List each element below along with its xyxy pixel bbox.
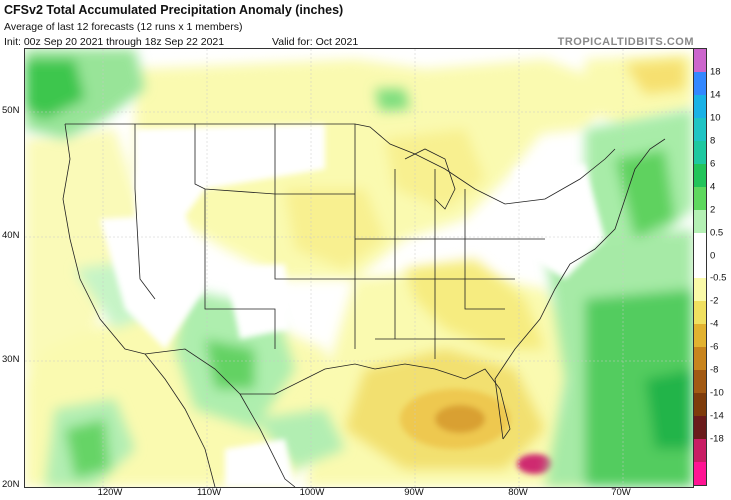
colorbar-segment [694, 301, 706, 325]
map-subtitle: Average of last 12 forecasts (12 runs x … [4, 21, 243, 33]
colorbar-segment [694, 117, 706, 141]
colorbar-label: -4 [710, 318, 719, 330]
colorbar-segment [694, 324, 706, 348]
brand-watermark: TROPICALTIDBITS.COM [557, 36, 694, 48]
colorbar-segment [694, 140, 706, 164]
lat-label-30n: 30N [2, 354, 20, 365]
colorbar-label: -2 [710, 295, 719, 307]
colorbar-segment [694, 186, 706, 210]
map-graticule [25, 49, 693, 487]
lat-label-40n: 40N [2, 230, 20, 241]
chart-header: CFSv2 Total Accumulated Precipitation An… [4, 2, 704, 48]
colorbar-label: -8 [710, 364, 719, 376]
colorbar-segment [694, 71, 706, 95]
colorbar-label: 18 [710, 66, 721, 78]
colorbar-label: 6 [710, 158, 716, 170]
colorbar-segment [694, 370, 706, 394]
colorbar-segment [694, 232, 706, 256]
colorbar-segment [694, 255, 706, 279]
anomaly-map [24, 48, 694, 488]
colorbar-segment [694, 439, 706, 463]
colorbar-label: 8 [710, 135, 716, 147]
colorbar-label: -10 [710, 387, 724, 399]
colorbar-label: -0.5 [710, 272, 727, 284]
colorbar-segment [694, 163, 706, 187]
colorbar [693, 48, 707, 486]
colorbar-label: 14 [710, 89, 721, 101]
lon-label-100w: 100W [299, 487, 325, 498]
lon-label-70w: 70W [611, 487, 631, 498]
lat-label-20n: 20N [2, 479, 20, 490]
colorbar-label: 2 [710, 204, 716, 216]
colorbar-segment [694, 278, 706, 302]
colorbar-segment [694, 94, 706, 118]
map-canvas [25, 49, 693, 487]
colorbar-label: 10 [710, 112, 721, 124]
colorbar-label: 0 [710, 250, 716, 262]
colorbar-segment [694, 416, 706, 440]
lat-label-50n: 50N [2, 105, 20, 116]
wet-anomaly-field [25, 49, 693, 487]
colorbar-label: 4 [710, 181, 716, 193]
colorbar-label: 0.5 [710, 227, 724, 239]
colorbar-segment [694, 462, 706, 486]
lon-label-90w: 90W [404, 487, 424, 498]
gulf-dry-core [400, 389, 553, 474]
lon-label-80w: 80W [508, 487, 528, 498]
colorbar-segment [694, 49, 706, 72]
coastlines-and-borders [62, 123, 666, 487]
colorbar-segment [694, 393, 706, 417]
map-title: CFSv2 Total Accumulated Precipitation An… [4, 3, 344, 17]
colorbar-label: -14 [710, 410, 724, 422]
colorbar-label: -6 [710, 341, 719, 353]
colorbar-segment [694, 209, 706, 233]
colorbar-segment [694, 347, 706, 371]
init-time-label: Init: 00z Sep 20 2021 through 18z Sep 22… [4, 36, 225, 48]
neutral-patches [100, 124, 605, 487]
valid-time-label: Valid for: Oct 2021 [272, 36, 359, 48]
lon-label-110w: 110W [196, 487, 222, 498]
colorbar-label: -18 [710, 433, 724, 445]
lon-label-120w: 120W [97, 487, 123, 498]
